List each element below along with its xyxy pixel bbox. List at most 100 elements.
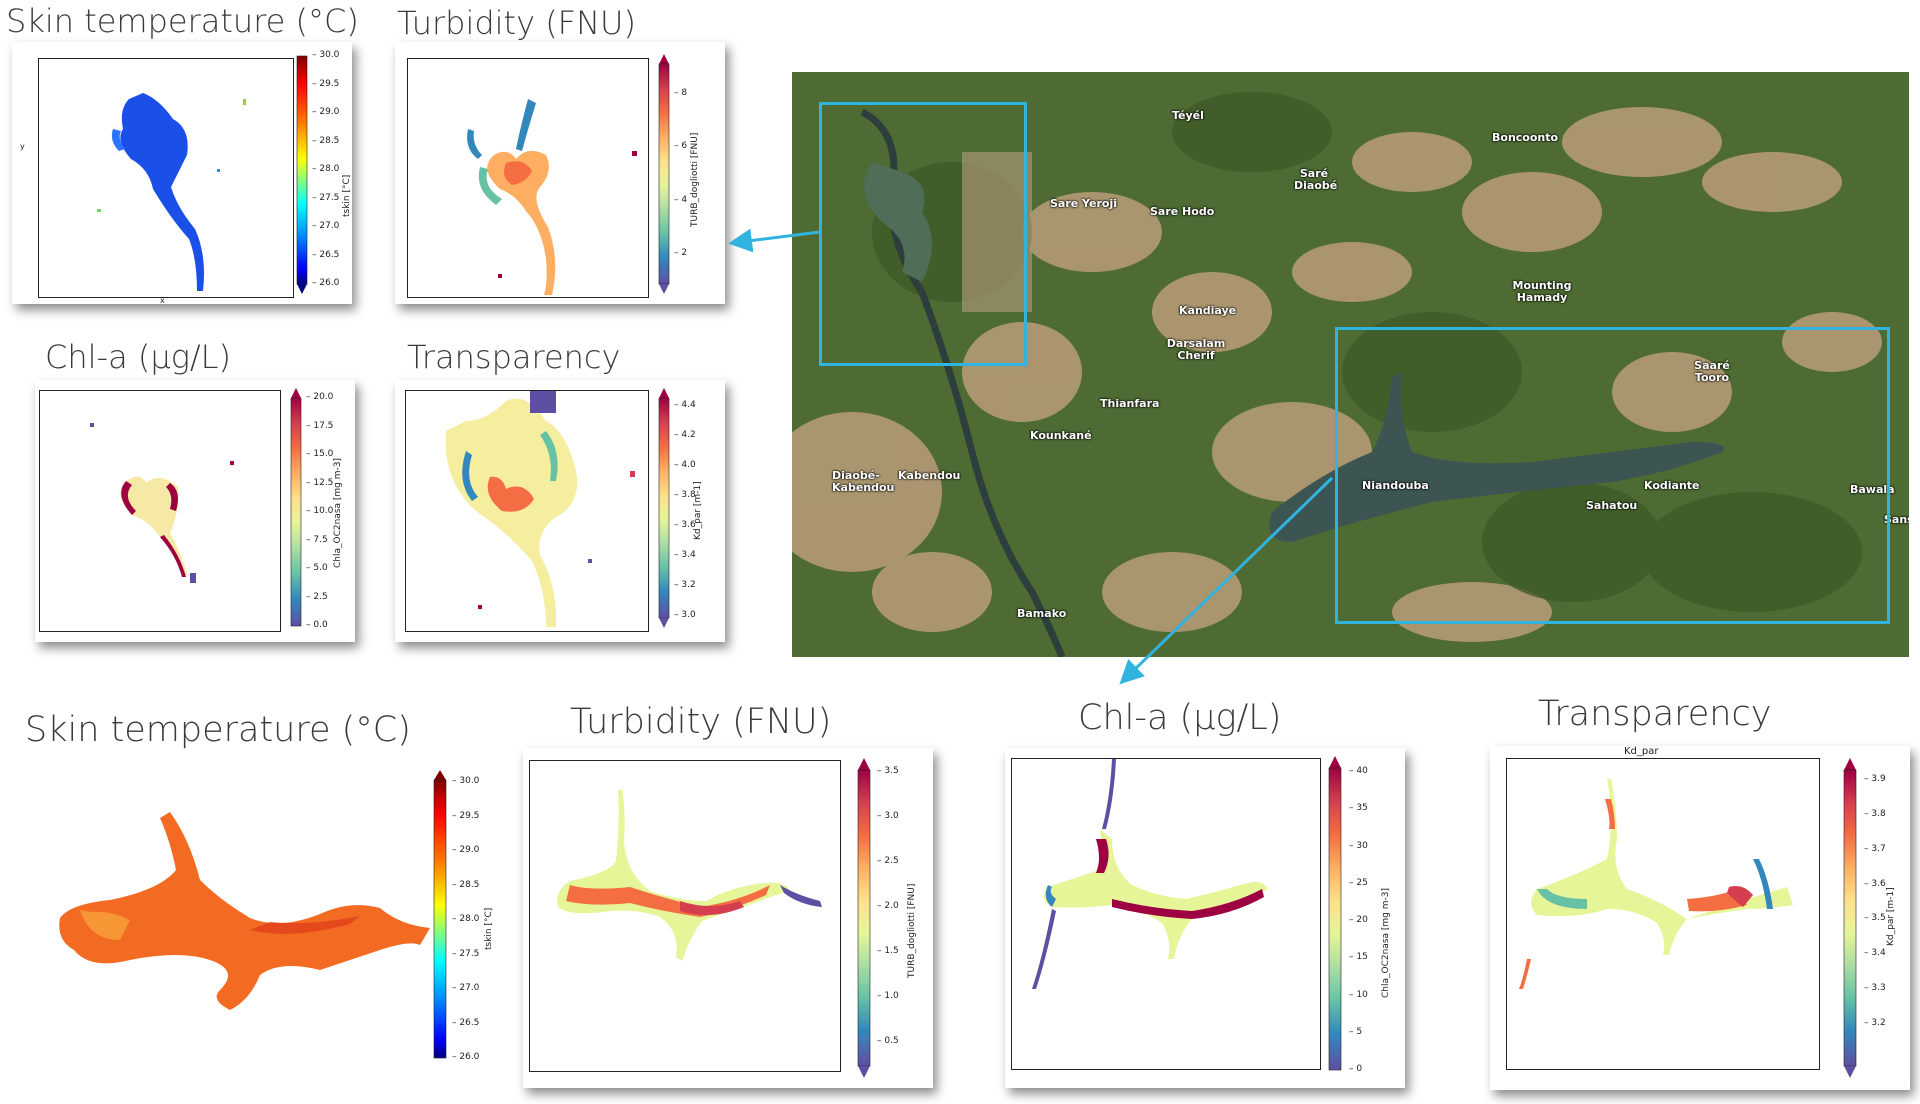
colorbar-tick-label: – 0.5 [877, 1036, 899, 1046]
panel-top-chl-a: Chla_OC2nasa [mg m-3] – 20.0 – 17.5 – 15.0… [35, 380, 355, 642]
colorbar-tick-label: – 1.0 [877, 991, 899, 1001]
place-label: Kabendou [898, 469, 961, 482]
colorbar-tick-label: – 3.2 [674, 580, 696, 590]
colorbar-tick-label: – 3.0 [877, 811, 899, 821]
colorbar-tick-label: – 0.0 [306, 620, 328, 630]
colorbar-tick-label: – 5.0 [306, 563, 328, 573]
colorbar-top-skin [296, 55, 308, 294]
lake-fringe [111, 129, 125, 151]
colorbar-tick-label: – 3.8 [1864, 808, 1886, 819]
panel-bottom-transparency: Kd_par Kd_par [m-1] – 3.9 – 3.8 – 3.7 – 3.6… [1490, 746, 1910, 1090]
lake-map-bottom-chl-a [1032, 759, 1268, 989]
speck [243, 99, 246, 105]
place-label: Boncoonto [1492, 131, 1559, 144]
place-label: Sare Hodo [1150, 205, 1215, 218]
map-plot-bottom-transparency [1506, 758, 1820, 1070]
colorbar-tick-label: – 29.0 [312, 107, 340, 117]
colorbar-tick-label: – 27.0 [312, 221, 340, 231]
colorbar-tick-label: – 4.4 [674, 400, 696, 410]
map-plot-top-transparency [405, 390, 649, 632]
colorbar-tick-label: – 27.5 [452, 948, 480, 959]
heading-bottom-transparency: Transparency [1538, 694, 1772, 734]
lake-map-top-turbidity [467, 99, 637, 295]
axis-letter-x: x [160, 296, 165, 305]
heading-top-transparency: Transparency [407, 338, 621, 376]
colorbar-tick-label: – 2.5 [877, 856, 899, 866]
lake-map-bottom-turbidity [557, 789, 822, 961]
place-label: Téyél [1172, 109, 1204, 122]
colorbar-bottom-chl-a [1328, 756, 1342, 1071]
colorbar-label-top-turbidity: TURB_dogliotti [FNU] [690, 132, 700, 227]
colorbar-tick-label: – 2.0 [877, 901, 899, 911]
colorbar-tick-label: – 2.5 [306, 591, 328, 602]
lake-map-bottom-skin [59, 812, 430, 1010]
heading-top-turbidity: Turbidity (FNU) [397, 4, 636, 42]
place-label: Kodiante [1644, 479, 1700, 492]
heading-top-chl-a: Chl-a (µg/L) [45, 338, 231, 376]
map-plot-top-turbidity [407, 58, 649, 298]
panel-top-transparency: Kd_par [m-1] – 4.4– 4.2– 4.0– 3.8– 3.6– … [395, 380, 725, 642]
colorbar-tick-label: – 35 [1349, 803, 1368, 814]
place-label: Darsalam Cherif [1166, 337, 1226, 362]
colorbar-tick-label: – 29.5 [312, 78, 340, 89]
place-label: Saaré Tooro [1694, 359, 1730, 384]
colorbar-tick-label: – 3.5 [1864, 913, 1886, 924]
lake-map-top-transparency [445, 391, 635, 627]
heading-bottom-skin-temperature: Skin temperature (°C) [25, 710, 411, 750]
colorbar-label-top-chl-a: Chla_OC2nasa [mg m-3] [333, 458, 343, 568]
place-label: Saré Diaobé [1294, 167, 1338, 192]
colorbar-tick-label: – 15.0 [306, 449, 334, 459]
place-label: Kounkané [1030, 429, 1092, 442]
colorbar-tick-label: – 3.4 [1864, 948, 1886, 959]
colorbar-tick-label: – 12.5 [306, 477, 334, 488]
colorbar-bottom-turbidity [857, 758, 871, 1078]
colorbar-tick-label: – 3.6 [1864, 878, 1886, 889]
speck [217, 169, 220, 172]
colorbar-tick-label: – 1.5 [877, 946, 899, 956]
colorbar-tick-label: – 3.6 [674, 520, 696, 530]
colorbar-label-bottom-turbidity: TURB_dogliotti [FNU] [907, 883, 917, 978]
colorbar-bottom-skin [433, 770, 447, 1059]
colorbar-tick-label: – 29.5 [452, 810, 480, 821]
colorbar-tick-label: – 40 [1349, 766, 1368, 776]
axis-letter-y: y [20, 142, 25, 151]
colorbar-tick-label: – 2 [674, 248, 688, 258]
colorbar-label-bottom-transparency: Kd_par [m-1] [1886, 887, 1896, 946]
colorbar-tick-label: – 26.5 [312, 249, 340, 260]
colorbar-tick-label: – 4.0 [674, 460, 696, 470]
colorbar-label-bottom-chl-a: Chla_OC2nasa [mg m-3] [1381, 888, 1391, 998]
colorbar-tick-label: – 28.0 [312, 164, 340, 174]
satellite-image: Téyél Boncoonto Saré Diaobé Sare Yeroji … [792, 72, 1909, 657]
colorbar-tick-label: – 15 [1349, 952, 1368, 963]
place-label: Sans [1884, 513, 1909, 526]
colorbar-top-chl-a [290, 388, 302, 627]
map-plot-bottom-turbidity [529, 760, 841, 1072]
colorbar-tick-label: – 26.5 [452, 1017, 480, 1028]
lake-map-top-chl-a [90, 423, 234, 583]
place-label: Diaobé- Kabendou [832, 469, 895, 494]
place-label: Bamako [1017, 607, 1067, 620]
colorbar-tick-label: – 26.0 [312, 278, 340, 288]
panel-bottom-chl-a: Chla_OC2nasa [mg m-3] – 40 – 35 – 30 – 25 – … [1005, 748, 1405, 1088]
colorbar-tick-label: – 27.0 [452, 983, 480, 993]
field-grid [962, 152, 1032, 312]
place-label: Sare Yeroji [1050, 197, 1117, 210]
panel-bottom-turbidity: TURB_dogliotti [FNU] – 3.5 – 3.0 – 2.5 – 2.… [523, 748, 933, 1088]
colorbar-tick-label: – 7.5 [306, 534, 328, 545]
colorbar-tick-label: – 10.0 [306, 506, 334, 516]
colorbar-tick-label: – 4 [674, 194, 688, 205]
colorbar-tick-label: – 3.0 [674, 610, 696, 620]
colorbar-tick-label: – 17.5 [306, 420, 334, 431]
colorbar-tick-label: – 8 [674, 88, 688, 98]
colorbar-tick-label: – 20 [1349, 915, 1368, 925]
zoom-box-upper-lake [819, 102, 1027, 366]
colorbar-tick-label: – 5 [1349, 1026, 1363, 1037]
panel-top-turbidity: TURB_dogliotti [FNU] – 8 – 6 – 4 – 2 [395, 42, 725, 304]
colorbar-tick-label: – 29.0 [452, 845, 480, 855]
colorbar-tick-label: – 3.4 [674, 550, 696, 560]
colorbar-tick-label: – 27.5 [312, 192, 340, 203]
colorbar-label-top-skin: tskin [°C] [342, 174, 352, 217]
place-label: Mounting Hamady [1512, 279, 1572, 304]
place-label: Niandouba [1362, 479, 1429, 492]
colorbar-tick-label: – 30.0 [452, 776, 480, 786]
